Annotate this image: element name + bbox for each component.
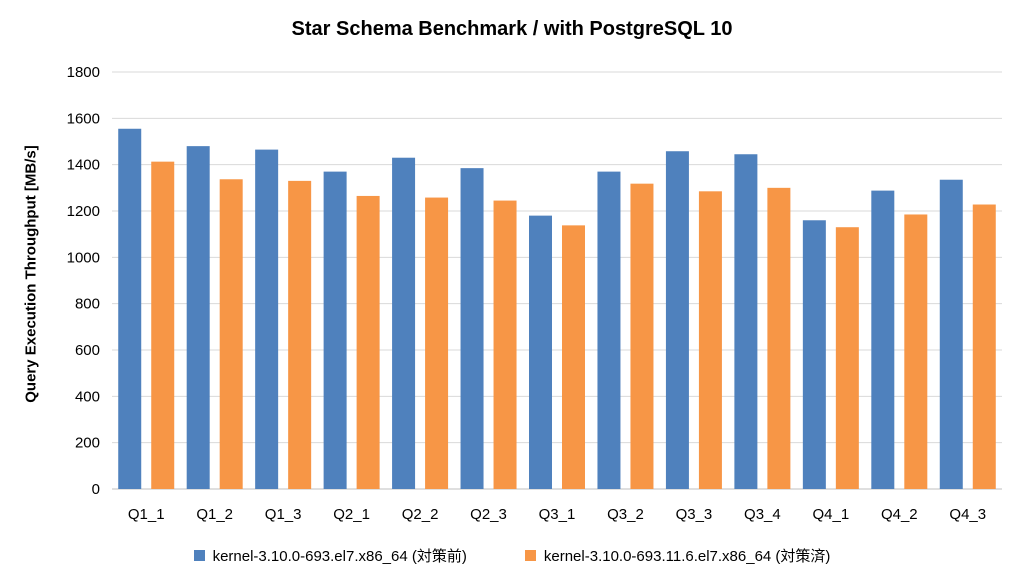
bar-series-2 — [904, 214, 928, 489]
bar-series-2 — [288, 180, 312, 489]
y-tick-label: 400 — [75, 388, 100, 405]
bar-series-2 — [493, 200, 517, 489]
bar-series-1 — [118, 128, 142, 489]
y-tick-label: 1200 — [67, 203, 100, 220]
x-tick-label: Q1_1 — [128, 506, 165, 523]
x-tick-label: Q4_2 — [881, 506, 918, 523]
x-tick-label: Q4_1 — [812, 506, 849, 523]
bar-series-1 — [323, 171, 347, 489]
bar-series-1 — [939, 179, 963, 489]
x-tick-label: Q1_3 — [265, 506, 302, 523]
legend: kernel-3.10.0-693.el7.x86_64 (対策前) kerne… — [0, 545, 1024, 566]
bar-series-2 — [219, 179, 243, 490]
bar-series-1 — [529, 215, 552, 489]
bar-series-1 — [460, 168, 484, 489]
bar-series-1 — [734, 154, 758, 489]
bar-series-2 — [630, 183, 654, 489]
bar-series-1 — [186, 146, 210, 489]
bar-series-2 — [425, 197, 449, 489]
y-tick-label: 200 — [75, 435, 100, 452]
y-tick-label: 1400 — [67, 157, 100, 174]
x-tick-label: Q3_3 — [676, 506, 713, 523]
bar-series-2 — [151, 161, 175, 489]
y-tick-label: 0 — [92, 481, 100, 498]
chart-title: Star Schema Benchmark / with PostgreSQL … — [291, 18, 733, 40]
legend-label-series-1: kernel-3.10.0-693.el7.x86_64 (対策前) — [212, 548, 467, 565]
x-tick-label: Q2_1 — [333, 506, 370, 523]
bar-series-2 — [972, 204, 996, 489]
x-tick-label: Q1_2 — [196, 506, 233, 523]
bar-series-2 — [698, 191, 722, 489]
x-tick-label: Q3_2 — [607, 506, 644, 523]
x-tick-label: Q2_2 — [402, 506, 439, 523]
x-tick-label: Q3_1 — [539, 506, 576, 523]
x-tick-label: Q4_3 — [949, 506, 986, 523]
legend-label-series-2: kernel-3.10.0-693.11.6.el7.x86_64 (対策済) — [543, 548, 831, 565]
x-tick-label: Q2_3 — [470, 506, 507, 523]
bar-series-2 — [356, 195, 380, 490]
y-tick-label: 1600 — [67, 110, 100, 127]
y-tick-label: 1000 — [67, 249, 100, 266]
legend-swatch-series-2 — [524, 550, 536, 561]
bar-series-1 — [802, 220, 826, 489]
legend-item-series-1: kernel-3.10.0-693.el7.x86_64 (対策前) — [193, 545, 467, 566]
bar-series-2 — [835, 227, 859, 489]
legend-item-series-2: kernel-3.10.0-693.11.6.el7.x86_64 (対策済) — [524, 545, 831, 566]
bar-series-1 — [392, 157, 416, 489]
legend-swatch-series-1 — [193, 550, 205, 561]
y-tick-label: 600 — [75, 342, 100, 359]
bar-series-1 — [665, 151, 689, 490]
bar-series-1 — [255, 149, 279, 489]
bar-series-2 — [767, 187, 791, 490]
y-tick-label: 800 — [75, 296, 100, 313]
bar-series-1 — [597, 171, 621, 489]
x-tick-label: Q3_4 — [744, 506, 781, 523]
bar-series-1 — [871, 190, 895, 489]
bar-series-2 — [562, 225, 585, 489]
y-tick-label: 1800 — [67, 64, 100, 81]
